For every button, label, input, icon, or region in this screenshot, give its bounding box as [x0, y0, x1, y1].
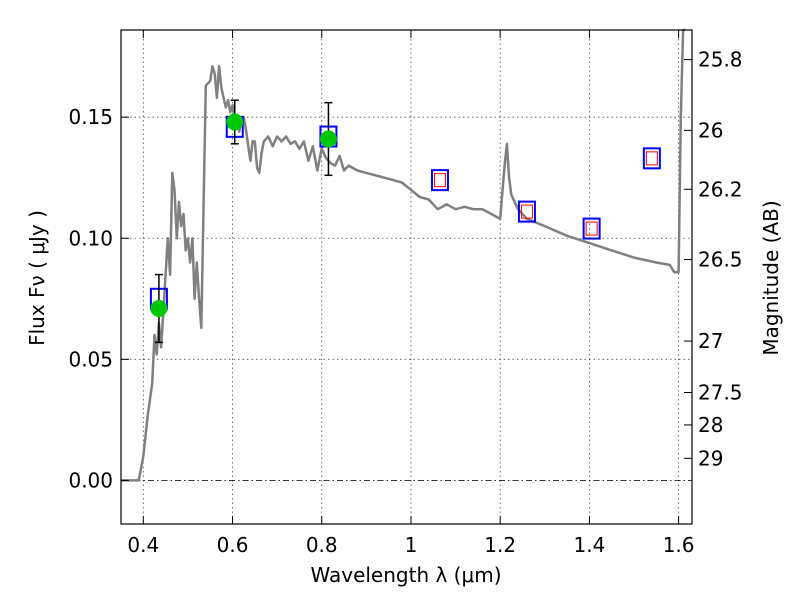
x-tick-label: 1.4: [573, 533, 605, 557]
x-tick-label: 0.4: [127, 533, 159, 557]
x-tick-label: 0.8: [306, 533, 338, 557]
y-tick-label: 0.10: [68, 226, 113, 250]
observed-flux-point: [150, 299, 168, 317]
model-prediction-square: [642, 147, 661, 170]
model-prediction-inner-square: [645, 151, 658, 166]
y-axis-label: Flux Fν ( μJy ): [25, 210, 49, 346]
model-prediction-inner-square: [433, 173, 446, 188]
model-prediction-square: [517, 200, 536, 223]
photometry-markers: [149, 99, 661, 344]
y-tick-label: 0.00: [68, 468, 113, 492]
y-tick-label: 0.05: [68, 347, 113, 371]
axis-ticks: [121, 30, 692, 524]
x-tick-label: 1.2: [484, 533, 516, 557]
x-tick-label: 1: [405, 533, 418, 557]
magnitude-tick-label: 27: [698, 329, 723, 353]
magnitude-tick-label: 26.2: [698, 177, 743, 201]
x-tick-label: 0.6: [217, 533, 249, 557]
observed-flux-point: [226, 113, 244, 131]
magnitude-tick-label: 26: [698, 118, 723, 142]
y-tick-label: 0.15: [68, 105, 113, 129]
x-axis-label: Wavelength λ (μm): [310, 563, 501, 587]
magnitude-tick-label: 29: [698, 446, 723, 470]
model-sed-line: [121, 28, 686, 482]
magnitude-tick-label: 28: [698, 413, 723, 437]
magnitude-tick-label: 27.5: [698, 380, 743, 404]
magnitude-tick-label: 25.8: [698, 48, 743, 72]
model-prediction-inner-square: [520, 204, 533, 219]
magnitude-tick-label: 26.5: [698, 248, 743, 272]
plot-frame: [120, 29, 693, 525]
observed-flux-point: [319, 130, 337, 148]
x-tick-label: 1.6: [663, 533, 695, 557]
model-prediction-inner-square: [585, 221, 598, 236]
model-prediction-square: [582, 217, 601, 240]
magnitude-axis-label: Magnitude (AB): [759, 200, 783, 355]
axis-tick-labels: 0.4 0.6 0.8 1 1.2 1.4 1.6 0.00 0.05 0.10 0.15 25.8 2…: [68, 48, 742, 557]
model-prediction-square: [430, 169, 449, 192]
